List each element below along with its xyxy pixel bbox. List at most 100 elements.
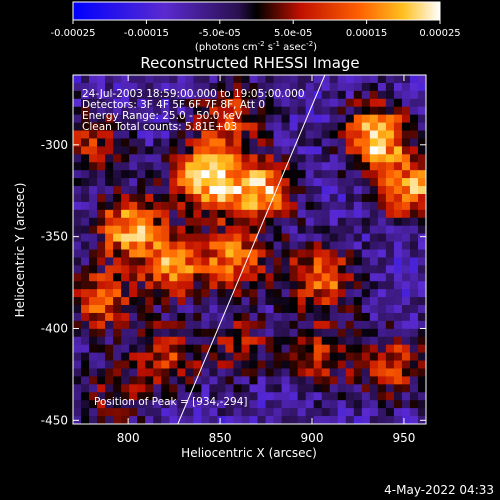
heatmap-cell <box>313 368 323 378</box>
heatmap-cell <box>361 344 371 354</box>
heatmap-cell <box>153 416 162 424</box>
heatmap-cell <box>153 114 162 124</box>
heatmap-cell <box>145 297 154 306</box>
heatmap-cell <box>345 130 355 140</box>
heatmap-cell <box>377 193 387 203</box>
heatmap-cell <box>201 122 210 132</box>
heatmap-cell <box>393 130 403 140</box>
heatmap-cell <box>321 297 331 306</box>
heatmap-cell <box>417 225 426 235</box>
heatmap-cell <box>393 281 403 290</box>
heatmap-cell <box>281 289 291 298</box>
heatmap-cell <box>361 217 371 227</box>
heatmap-cell <box>121 312 130 322</box>
heatmap-cell <box>137 265 146 274</box>
heatmap-cell <box>129 320 138 330</box>
heatmap-cell <box>113 257 122 266</box>
heatmap-cell <box>161 146 170 155</box>
heatmap-cell <box>385 249 395 259</box>
heatmap-cell <box>153 360 162 370</box>
heatmap-cell <box>105 114 114 124</box>
heatmap-cell <box>409 281 419 290</box>
heatmap-cell <box>329 344 339 354</box>
heatmap-cell <box>353 90 363 100</box>
heatmap-cell <box>193 138 202 147</box>
heatmap-cell <box>361 305 371 314</box>
heatmap-cell <box>193 305 202 314</box>
heatmap-cell <box>73 352 82 362</box>
heatmap-cell <box>249 344 259 354</box>
heatmap-cell <box>297 328 307 338</box>
heatmap-cell <box>393 312 403 322</box>
heatmap-cell <box>145 352 154 362</box>
heatmap-cell <box>145 368 154 378</box>
heatmap-cell <box>281 400 291 409</box>
heatmap-cell <box>81 376 90 385</box>
heatmap-cell <box>369 225 379 235</box>
heatmap-cell <box>345 305 355 314</box>
heatmap-cell <box>169 82 178 92</box>
heatmap-cell <box>161 98 170 108</box>
heatmap-cell <box>377 98 387 108</box>
heatmap-cell <box>241 384 251 393</box>
heatmap-cell <box>129 82 138 92</box>
heatmap-cell <box>97 225 106 235</box>
heatmap-cell <box>297 392 307 401</box>
heatmap-cell <box>345 122 355 132</box>
heatmap-cell <box>329 75 339 84</box>
heatmap-cell <box>161 241 170 251</box>
heatmap-cell <box>113 328 122 338</box>
heatmap-cell <box>345 376 355 385</box>
heatmap-cell <box>417 352 426 362</box>
heatmap-cell <box>193 408 202 417</box>
heatmap-cell <box>97 106 106 116</box>
heatmap-cell <box>305 376 315 385</box>
heatmap-cell <box>257 352 267 362</box>
heatmap-cell <box>169 75 178 84</box>
heatmap-cell <box>345 146 355 155</box>
heatmap-cell <box>345 249 355 259</box>
heatmap-cell <box>233 241 243 251</box>
heatmap-cell <box>105 201 114 211</box>
heatmap-cell <box>273 384 283 393</box>
heatmap-cell <box>345 201 355 211</box>
heatmap-cell <box>401 90 411 100</box>
heatmap-cell <box>273 376 283 385</box>
heatmap-cell <box>417 384 426 393</box>
heatmap-cell <box>289 75 299 84</box>
heatmap-cell <box>249 384 259 393</box>
heatmap-cell <box>169 408 178 417</box>
heatmap-cell <box>257 154 267 163</box>
heatmap-cell <box>249 328 259 338</box>
heatmap-cell <box>401 217 411 227</box>
heatmap-cell <box>257 75 267 84</box>
heatmap-cell <box>297 312 307 322</box>
heatmap-cell <box>281 82 291 92</box>
heatmap-cell <box>313 217 323 227</box>
heatmap-cell <box>265 178 275 187</box>
heatmap-cell <box>121 154 130 163</box>
heatmap-cell <box>121 90 130 100</box>
heatmap-cell <box>393 320 403 330</box>
heatmap-cell <box>185 170 194 179</box>
heatmap-cell <box>97 328 106 338</box>
heatmap-cell <box>81 249 90 259</box>
heatmap-cell <box>257 178 267 187</box>
heatmap-cell <box>225 209 235 219</box>
heatmap-cell <box>129 241 138 251</box>
heatmap-cell <box>129 344 138 354</box>
heatmap-cell <box>361 82 371 92</box>
heatmap-cell <box>289 368 299 378</box>
heatmap-cell <box>409 344 419 354</box>
heatmap-cell <box>217 225 227 235</box>
heatmap-cell <box>337 312 347 322</box>
heatmap-cell <box>233 130 243 140</box>
heatmap-cell <box>361 154 371 163</box>
heatmap-cell <box>329 130 339 140</box>
heatmap-cell <box>153 344 162 354</box>
heatmap-cell <box>281 336 291 346</box>
heatmap-cell <box>409 416 419 424</box>
heatmap-cell <box>321 328 331 338</box>
heatmap-cell <box>249 392 259 401</box>
heatmap-cell <box>409 257 419 266</box>
